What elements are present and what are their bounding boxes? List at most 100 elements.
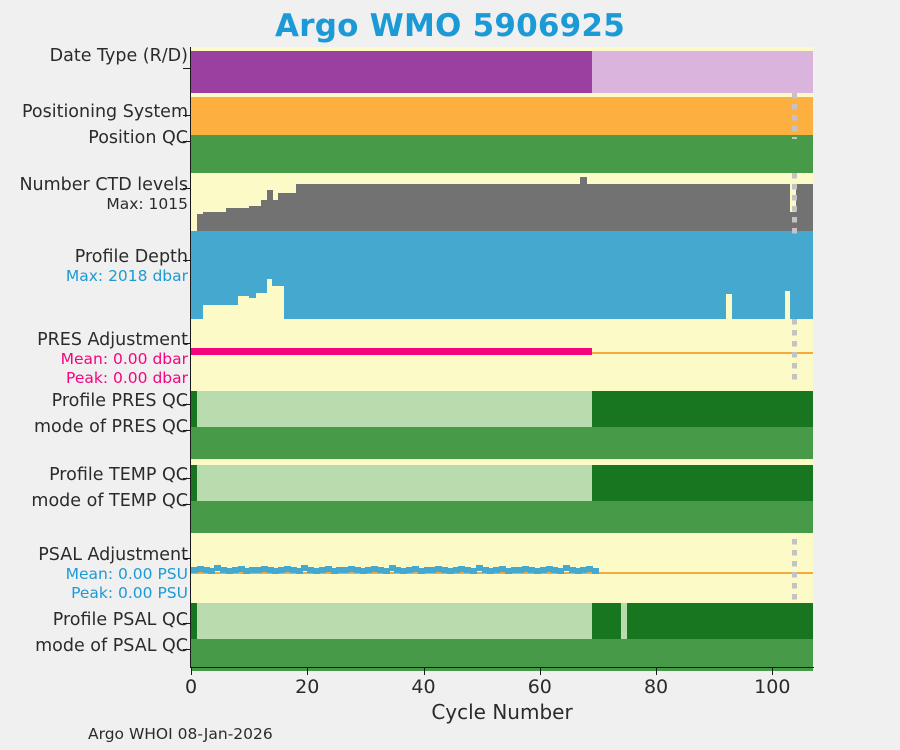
- adjustment-trace: [522, 566, 530, 572]
- band-segment: [196, 391, 593, 427]
- data-bar: [458, 183, 465, 267]
- adjustment-trace: [487, 568, 495, 574]
- adjustment-trace: [382, 568, 390, 574]
- adjustment-trace: [388, 565, 396, 571]
- data-bar: [644, 231, 651, 319]
- data-bar: [470, 231, 477, 319]
- adjustment-trace: [510, 567, 518, 573]
- row-label-pres-adjust: PRES Adjustment: [37, 330, 188, 350]
- band-segment: [191, 97, 813, 135]
- adjustment-trace: [557, 568, 565, 574]
- data-bar: [551, 183, 558, 267]
- row-label-mode-pres-qc: mode of PRES QC: [33, 417, 188, 437]
- data-bar: [621, 183, 628, 267]
- data-bar: [475, 231, 483, 319]
- data-bar: [365, 231, 372, 319]
- adjustment-trace: [371, 566, 379, 572]
- y-tick-profile-pres-qc: [183, 404, 191, 405]
- data-bar: [254, 231, 262, 293]
- x-tick: [656, 668, 658, 675]
- y-tick-positioning: [183, 115, 191, 116]
- data-bar: [673, 183, 680, 267]
- data-bar: [231, 231, 239, 306]
- band-positioning: [191, 97, 813, 135]
- adjustment-trace: [289, 567, 297, 573]
- band-date-type: [191, 51, 813, 93]
- data-bar: [603, 183, 611, 267]
- data-bar: [690, 183, 698, 267]
- data-bar: [435, 183, 442, 267]
- latest-cycle-marker: [791, 173, 797, 235]
- data-bar: [615, 231, 622, 319]
- x-tick-label: 0: [184, 676, 198, 698]
- adjustment-trace: [243, 568, 251, 574]
- data-bar: [708, 183, 715, 267]
- data-bar: [626, 183, 634, 267]
- x-tick-label: 80: [643, 676, 669, 698]
- data-bar: [528, 183, 535, 267]
- data-bar: [754, 231, 762, 319]
- data-bar: [394, 183, 401, 267]
- adjustment-trace: [528, 567, 536, 573]
- band-segment: [191, 51, 593, 93]
- adjustment-trace: [551, 567, 559, 573]
- data-bar: [551, 231, 558, 319]
- data-bar: [371, 231, 378, 319]
- plot-area: [191, 47, 813, 671]
- data-bar: [214, 231, 221, 306]
- data-bar: [347, 183, 355, 267]
- data-bar: [382, 231, 390, 319]
- band-segment: [196, 603, 593, 639]
- row-sublabel-profile-depth-0: Max: 2018 dbar: [65, 267, 188, 285]
- data-bar: [243, 231, 250, 296]
- y-tick-pres-adjust: [183, 343, 191, 344]
- adjustment-trace: [202, 567, 210, 573]
- band-profile-pres-qc: [191, 391, 813, 427]
- adjustment-trace: [208, 568, 216, 574]
- data-bar: [667, 231, 675, 319]
- latest-cycle-marker: [791, 93, 797, 139]
- data-bar: [754, 183, 762, 267]
- data-bar: [650, 231, 657, 319]
- data-bar: [766, 231, 773, 319]
- band-segment: [191, 501, 813, 533]
- data-bar: [353, 231, 361, 319]
- data-bar: [504, 231, 512, 319]
- data-bar: [266, 231, 273, 279]
- data-bar: [324, 231, 332, 319]
- row-label-profile-temp-qc: Profile TEMP QC: [49, 465, 188, 485]
- x-tick-label: 100: [754, 676, 791, 698]
- data-bar: [295, 231, 303, 319]
- data-bar: [719, 231, 727, 319]
- adjustment-trace: [423, 567, 431, 573]
- data-bar: [679, 183, 686, 267]
- data-bar: [499, 183, 506, 267]
- data-bar: [406, 231, 413, 319]
- x-axis-title: Cycle Number: [431, 700, 573, 724]
- data-bar: [481, 231, 489, 319]
- data-bar: [638, 231, 645, 319]
- adjustment-trace: [342, 567, 350, 573]
- band-psal-adjust: [191, 539, 813, 601]
- row-label-column: Date Type (R/D) Positioning System Positio…: [0, 0, 188, 750]
- data-bar: [440, 183, 448, 267]
- adjustment-trace: [284, 566, 291, 572]
- band-segment: [191, 135, 813, 173]
- adjustment-trace: [592, 568, 600, 574]
- band-segment: [621, 603, 627, 639]
- data-bar: [673, 231, 680, 319]
- data-bar: [656, 231, 663, 319]
- x-tick-label: 20: [295, 676, 320, 698]
- data-bar: [719, 183, 727, 267]
- data-bar: [609, 183, 616, 267]
- data-bar: [626, 231, 634, 319]
- data-bar: [458, 231, 465, 319]
- data-bar: [289, 231, 297, 319]
- data-bar: [533, 183, 541, 267]
- data-bar: [499, 231, 506, 319]
- row-label-profile-pres-qc: Profile PRES QC: [51, 391, 188, 411]
- data-bar: [272, 231, 279, 286]
- data-bar: [487, 183, 494, 267]
- adjustment-trace: [574, 568, 582, 574]
- band-mode-psal-qc: [191, 639, 813, 671]
